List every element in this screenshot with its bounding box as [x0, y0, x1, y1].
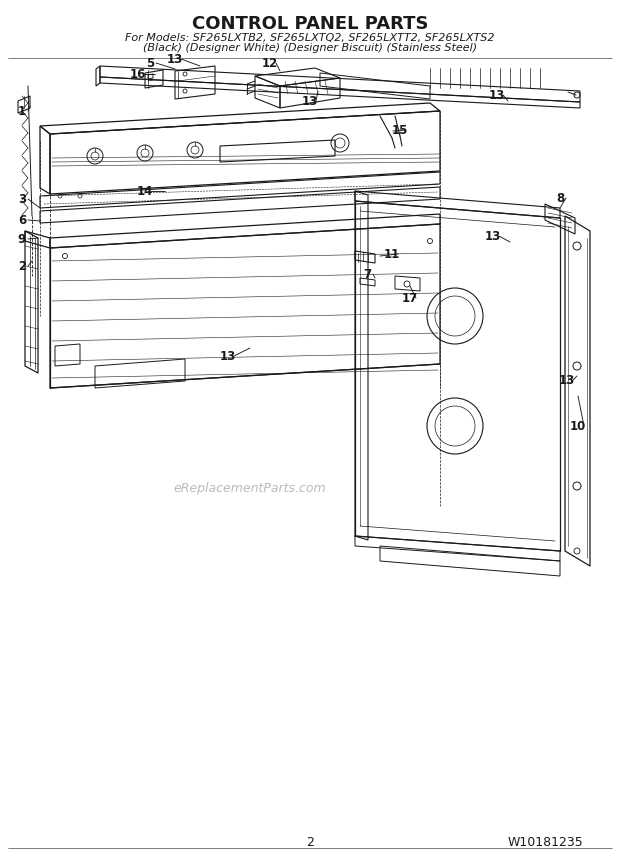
Text: (Black) (Designer White) (Designer Biscuit) (Stainless Steel): (Black) (Designer White) (Designer Biscu… — [143, 43, 477, 53]
Text: 14: 14 — [137, 185, 153, 198]
Text: W10181235: W10181235 — [507, 835, 583, 848]
Text: 13: 13 — [302, 94, 318, 108]
Text: 3: 3 — [18, 193, 26, 205]
Text: 9: 9 — [18, 233, 26, 246]
Text: 6: 6 — [18, 213, 26, 227]
Text: 13: 13 — [485, 229, 501, 242]
Text: 11: 11 — [384, 247, 400, 260]
Text: 2: 2 — [306, 835, 314, 848]
Text: 12: 12 — [262, 56, 278, 69]
Text: 13: 13 — [220, 349, 236, 362]
Text: 8: 8 — [556, 192, 564, 205]
Text: eReplacementParts.com: eReplacementParts.com — [174, 482, 326, 495]
Text: 1: 1 — [18, 104, 26, 117]
Text: 10: 10 — [570, 419, 586, 432]
Text: 13: 13 — [559, 373, 575, 387]
Text: 15: 15 — [392, 123, 408, 136]
Text: 5: 5 — [146, 56, 154, 69]
Text: 16: 16 — [130, 68, 146, 80]
Text: For Models: SF265LXTB2, SF265LXTQ2, SF265LXTT2, SF265LXTS2: For Models: SF265LXTB2, SF265LXTQ2, SF26… — [125, 33, 495, 43]
Text: 2: 2 — [18, 259, 26, 272]
Text: 17: 17 — [402, 292, 418, 305]
Text: 7: 7 — [363, 268, 371, 281]
Text: 13: 13 — [489, 88, 505, 102]
Text: 13: 13 — [167, 52, 183, 66]
Text: CONTROL PANEL PARTS: CONTROL PANEL PARTS — [192, 15, 428, 33]
